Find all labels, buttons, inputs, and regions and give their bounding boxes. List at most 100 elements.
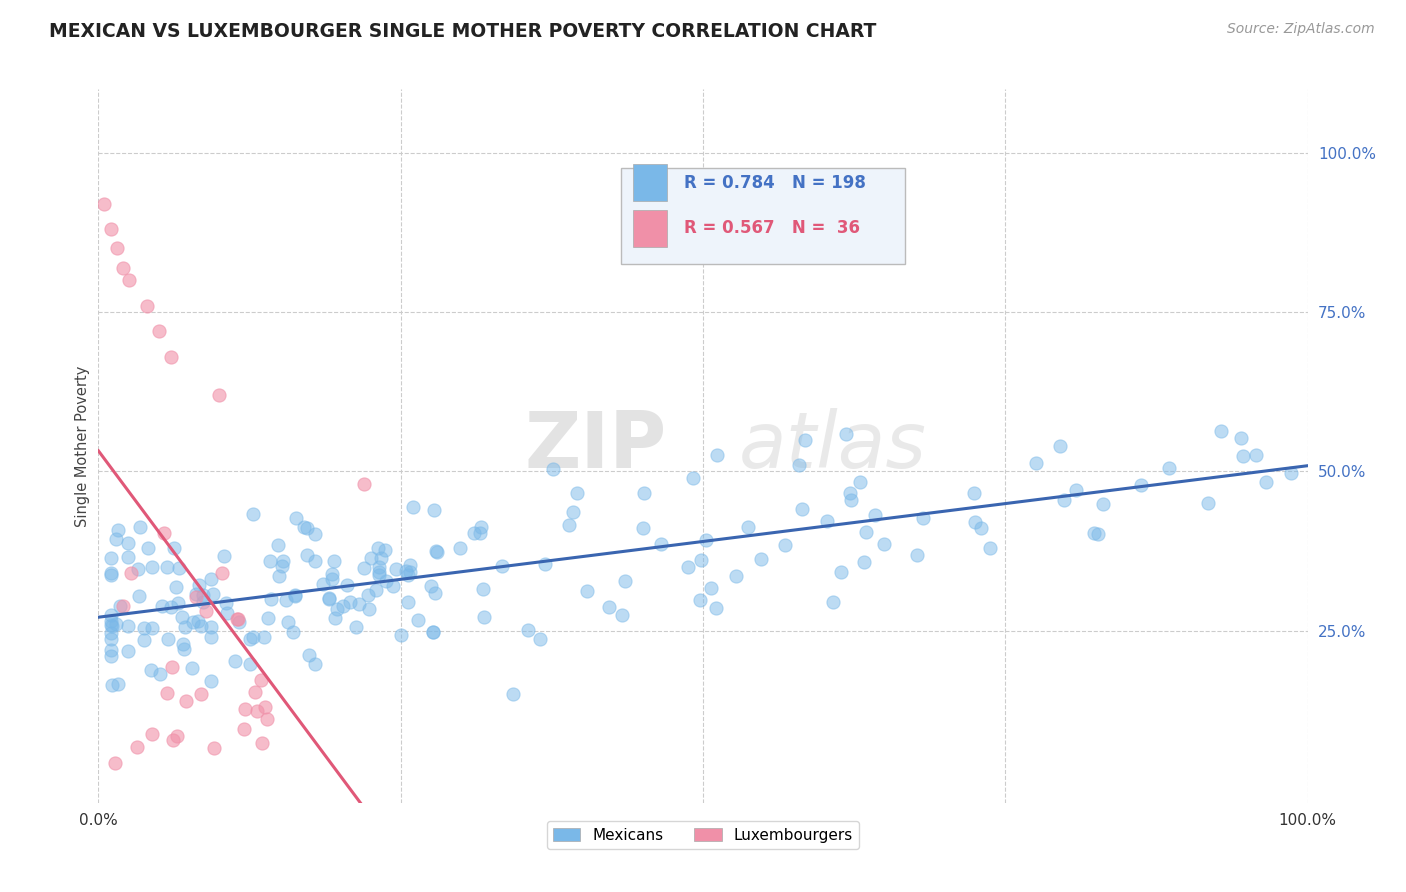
Point	[100, 550, 122, 565]
Point	[970, 521, 993, 535]
Point	[181, 661, 204, 675]
Point	[153, 526, 176, 541]
Point	[304, 527, 326, 541]
Point	[134, 632, 156, 647]
Point	[167, 560, 190, 574]
Point	[284, 589, 307, 603]
Point	[323, 611, 346, 625]
Point	[422, 625, 444, 640]
Point	[336, 578, 359, 592]
Point	[242, 508, 264, 522]
Point	[104, 616, 127, 631]
Legend: Mexicans, Luxembourgers: Mexicans, Luxembourgers	[547, 822, 859, 848]
Point	[295, 521, 318, 535]
Point	[1244, 448, 1267, 462]
Text: R = 0.567   N =  36: R = 0.567 N = 36	[683, 219, 859, 237]
Point	[491, 559, 513, 574]
Point	[360, 551, 382, 566]
Point	[399, 558, 422, 572]
Point	[689, 593, 711, 607]
Point	[395, 565, 418, 579]
Point	[111, 260, 134, 275]
Point	[374, 543, 396, 558]
Point	[246, 704, 269, 718]
Point	[304, 657, 326, 672]
Point	[1087, 526, 1109, 541]
Y-axis label: Single Mother Poverty: Single Mother Poverty	[75, 366, 90, 526]
Point	[1230, 432, 1253, 446]
Point	[322, 554, 344, 568]
Point	[863, 508, 886, 522]
Point	[423, 502, 446, 516]
Point	[737, 520, 759, 534]
Point	[353, 477, 375, 491]
Point	[239, 632, 262, 646]
Point	[100, 648, 122, 663]
Point	[148, 324, 170, 338]
Point	[676, 559, 699, 574]
Point	[815, 515, 838, 529]
Point	[211, 566, 233, 581]
Text: MEXICAN VS LUXEMBOURGER SINGLE MOTHER POVERTY CORRELATION CHART: MEXICAN VS LUXEMBOURGER SINGLE MOTHER PO…	[49, 22, 876, 41]
Point	[107, 523, 129, 537]
Point	[190, 687, 212, 701]
Point	[631, 521, 654, 535]
Point	[389, 628, 412, 642]
Point	[794, 434, 817, 448]
Point	[160, 600, 183, 615]
Point	[304, 554, 326, 568]
Point	[226, 612, 249, 626]
Bar	[633, 210, 666, 247]
Point	[1159, 460, 1181, 475]
Point	[184, 591, 207, 605]
Point	[156, 686, 179, 700]
Point	[979, 541, 1001, 555]
Point	[100, 619, 122, 633]
Point	[562, 505, 585, 519]
Point	[167, 596, 190, 610]
Point	[367, 541, 389, 556]
Point	[242, 630, 264, 644]
Point	[139, 663, 162, 677]
Point	[117, 549, 139, 564]
Point	[105, 242, 128, 256]
Point	[186, 587, 208, 601]
Point	[160, 660, 183, 674]
Point	[100, 643, 122, 657]
Point	[100, 632, 122, 647]
Point	[724, 568, 747, 582]
Point	[318, 591, 340, 606]
Point	[245, 685, 267, 699]
Bar	[633, 164, 666, 202]
Point	[963, 486, 986, 500]
Point	[100, 222, 122, 236]
Point	[558, 518, 581, 533]
Point	[163, 541, 186, 556]
Point	[368, 568, 391, 582]
Point	[172, 637, 194, 651]
Point	[208, 388, 231, 402]
Point	[1091, 497, 1114, 511]
Point	[312, 577, 335, 591]
Point	[543, 462, 565, 476]
Point	[773, 538, 796, 552]
Point	[224, 654, 246, 668]
Point	[422, 625, 444, 640]
Point	[100, 607, 122, 622]
Point	[200, 620, 222, 634]
Point	[181, 615, 204, 629]
Point	[849, 475, 872, 489]
Point	[614, 574, 637, 588]
Point	[120, 566, 142, 581]
Point	[357, 602, 380, 616]
FancyBboxPatch shape	[621, 168, 905, 264]
Point	[381, 578, 404, 592]
Point	[187, 578, 209, 592]
Point	[100, 678, 122, 692]
Point	[472, 582, 495, 597]
Point	[690, 553, 713, 567]
Point	[141, 621, 163, 635]
Point	[117, 644, 139, 658]
Point	[100, 625, 122, 640]
Point	[1053, 493, 1076, 508]
